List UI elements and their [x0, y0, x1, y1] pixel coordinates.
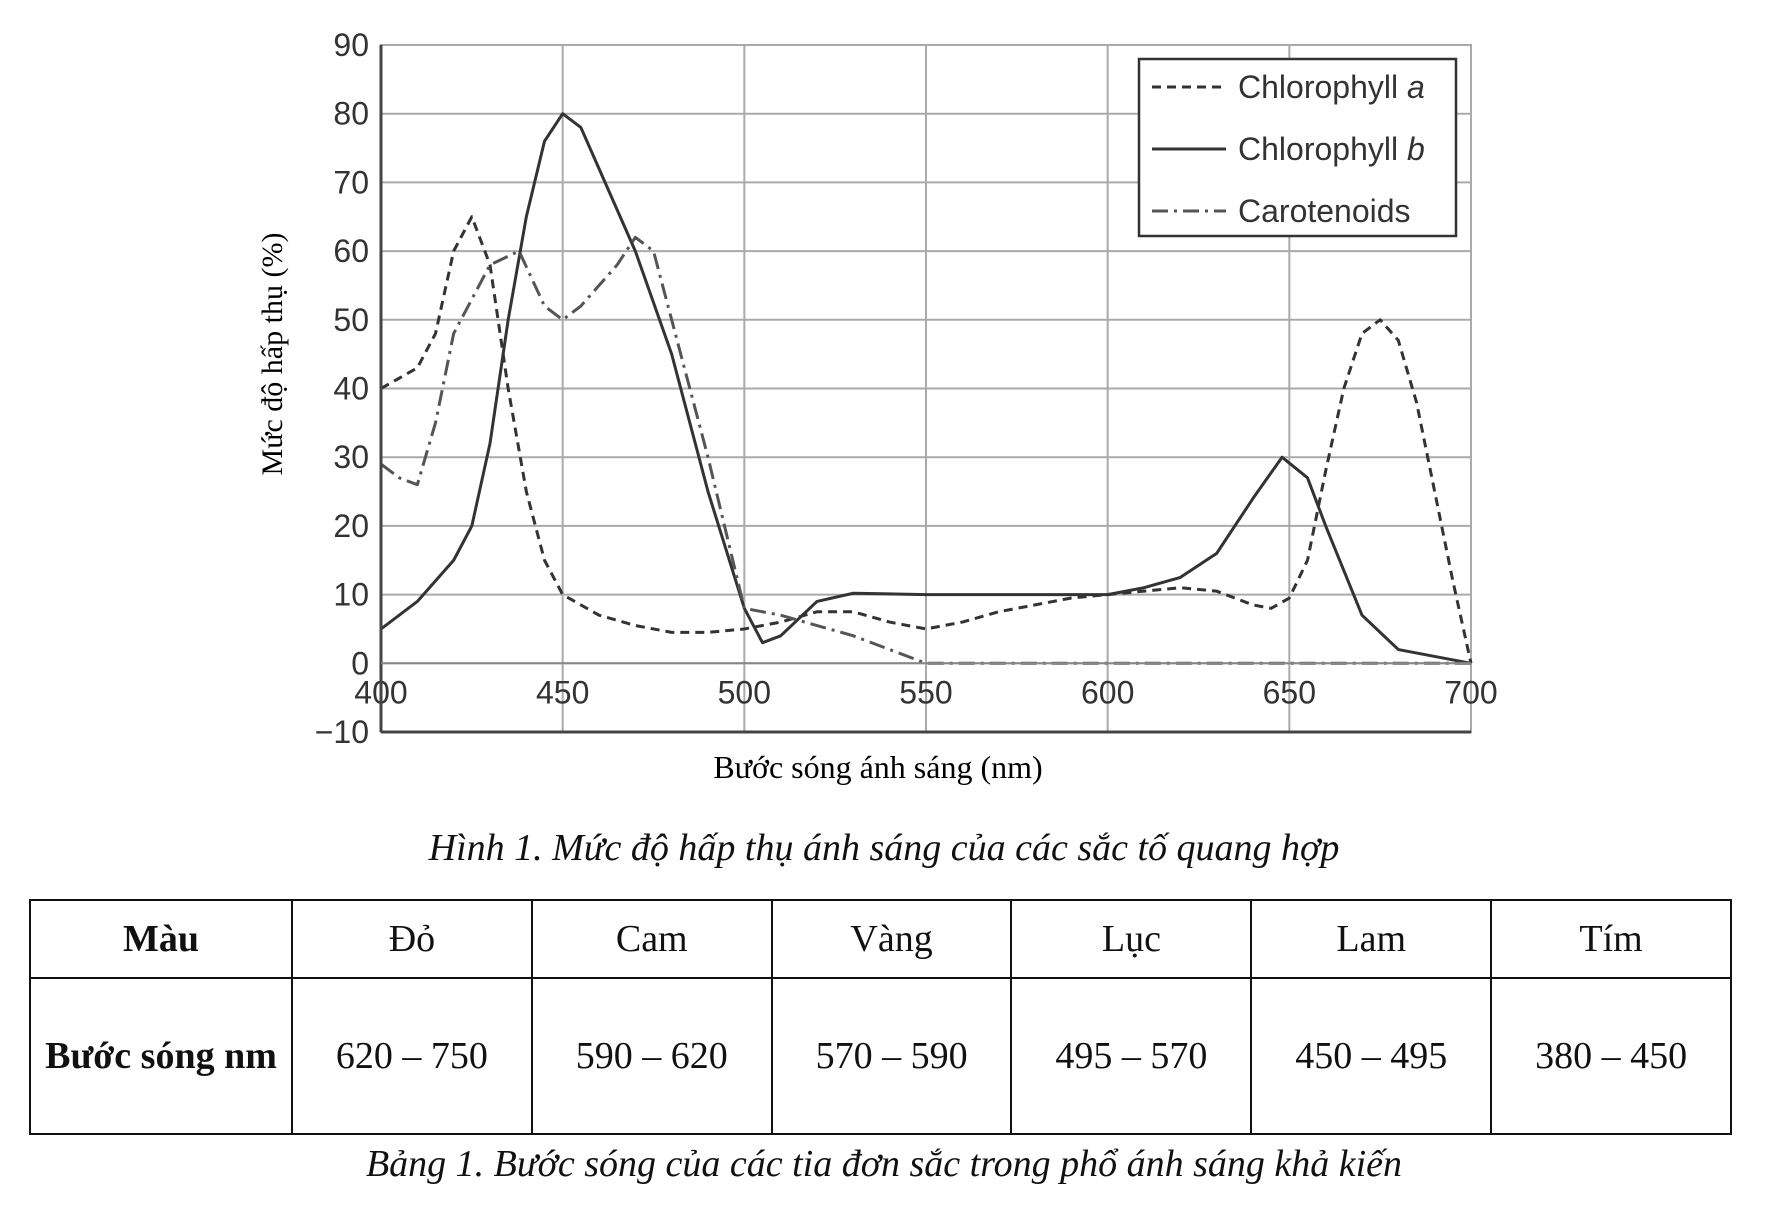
x-tick-label: 500	[718, 674, 771, 710]
y-tick-label: 70	[333, 164, 369, 200]
y-tick-label: 50	[333, 302, 369, 338]
y-tick-label: 40	[333, 371, 369, 407]
legend-label: Chlorophyll b	[1238, 131, 1425, 167]
y-tick-label: −10	[315, 714, 369, 750]
table-caption: Bảng 1. Bước sóng của các tia đơn sắc tr…	[365, 1143, 1403, 1185]
table-cell: 495 – 570	[1010, 977, 1253, 1135]
y-tick-label: 10	[333, 577, 369, 613]
x-tick-label: 450	[536, 674, 589, 710]
legend-label: Carotenoids	[1238, 193, 1411, 229]
x-tick-label: 600	[1081, 674, 1134, 710]
legend-label: Chlorophyll a	[1238, 69, 1425, 105]
table-cell: Vàng	[770, 899, 1013, 979]
series-lines	[380, 112, 1473, 665]
x-tick-label: 650	[1263, 674, 1316, 710]
row-header-wavelength: Bước sóng nm	[29, 977, 293, 1135]
table-cell: Lam	[1250, 899, 1493, 979]
y-tick-label: 90	[333, 27, 369, 63]
table-cell: Đỏ	[291, 899, 533, 979]
x-tick-label: 700	[1444, 674, 1497, 710]
table-cell: 570 – 590	[770, 977, 1013, 1135]
series-line-1	[380, 112, 1472, 665]
table-cell: Cam	[530, 899, 773, 979]
figure-caption: Hình 1. Mức độ hấp thụ ánh sáng của các …	[428, 827, 1340, 869]
y-tick-label: 60	[333, 233, 369, 269]
table-cell: 620 – 750	[291, 977, 533, 1135]
x-tick-label: 550	[899, 674, 952, 710]
y-tick-label: 0	[351, 645, 369, 681]
x-axis-label: Bước sóng ánh sáng (nm)	[713, 749, 1042, 785]
row-header-color: Màu	[29, 899, 293, 979]
axes: 400 450 500 550 600 650 700−100102030405060708…	[315, 27, 1498, 750]
y-tick-label: 20	[333, 508, 369, 544]
table-cell: Tím	[1490, 899, 1732, 979]
wavelength-table: Màu Đỏ Cam Vàng Lục Lam Tím Bước sóng nm…	[29, 899, 1732, 1135]
table-cell: Lục	[1010, 899, 1253, 979]
absorption-chart: 400 450 500 550 600 650 700−100102030405060708…	[256, 27, 1498, 785]
y-axis-label: Mức độ hấp thụ (%)	[256, 233, 289, 476]
table-cell: 380 – 450	[1490, 977, 1732, 1135]
table-cell: 450 – 495	[1250, 977, 1493, 1135]
table-cell: 590 – 620	[530, 977, 773, 1135]
table-row: Bước sóng nm 620 – 750 590 – 620 570 – 5…	[29, 977, 1732, 1135]
table-row: Màu Đỏ Cam Vàng Lục Lam Tím	[29, 899, 1732, 979]
y-tick-label: 30	[333, 439, 369, 475]
legend: Chlorophyll a Chlorophyll b Carotenoids	[1137, 57, 1458, 238]
y-tick-label: 80	[333, 96, 369, 132]
series-line-0	[380, 215, 1473, 664]
series-line-2	[380, 235, 1471, 665]
